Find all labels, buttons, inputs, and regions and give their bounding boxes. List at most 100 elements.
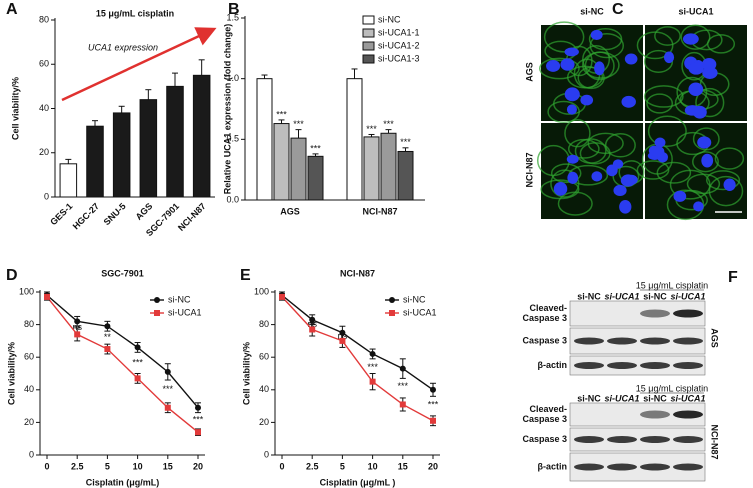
nucleus — [688, 62, 704, 75]
series-line — [46, 296, 199, 433]
nucleus — [613, 184, 627, 197]
nucleus — [657, 152, 668, 163]
point — [195, 404, 201, 411]
x-tick-label: NCI-N87 — [362, 206, 397, 216]
point — [309, 316, 316, 323]
band — [640, 309, 670, 318]
row-label: Cleaved- — [529, 303, 567, 313]
cytoplasm — [636, 160, 670, 180]
nucleus — [624, 53, 638, 65]
nucleus — [682, 33, 699, 45]
row-label: NCI-N87 — [524, 152, 534, 187]
x-tick-label: 5 — [105, 461, 110, 471]
significance-label: *** — [193, 414, 204, 424]
nucleus — [553, 182, 568, 196]
band — [673, 337, 703, 345]
x-tick-label: 2.5 — [71, 461, 84, 471]
y-tick-label: 80 — [24, 319, 34, 329]
y-tick-label: 20 — [39, 147, 49, 157]
row-label: Caspase 3 — [522, 414, 567, 424]
bar — [192, 74, 211, 198]
cytoplasm — [708, 175, 744, 207]
cytoplasm — [564, 119, 591, 148]
blot-strip — [569, 355, 706, 376]
point — [164, 368, 171, 375]
nucleus — [564, 47, 579, 57]
point — [399, 401, 406, 408]
point — [134, 375, 141, 382]
legend-swatch — [362, 41, 375, 51]
lane-label: si-NC — [643, 393, 667, 403]
panel-letter: D — [6, 267, 18, 284]
legend-swatch — [362, 15, 375, 25]
legend-label: si-UCA1-3 — [378, 53, 420, 63]
x-axis-label: Cisplatin (μg/mL) — [86, 477, 160, 487]
point — [104, 346, 111, 353]
band — [574, 362, 604, 369]
nucleus — [612, 159, 624, 169]
nucleus — [591, 171, 603, 182]
legend-label: si-NC — [168, 294, 191, 304]
y-tick-label: 60 — [39, 59, 49, 69]
cytoplasm — [695, 87, 725, 118]
cytoplasm — [582, 51, 620, 79]
y-tick-label: 1.5 — [226, 12, 239, 22]
nucleus — [590, 29, 603, 41]
legend-label: si-UCA1 — [403, 307, 437, 317]
panel-letter: E — [240, 267, 251, 284]
significance-label: ns — [72, 322, 82, 332]
bar — [139, 99, 158, 198]
nucleus — [580, 94, 594, 106]
legend-label: si-UCA1-2 — [378, 40, 420, 50]
row-label: β-actin — [538, 461, 568, 471]
panel-letter: B — [228, 1, 240, 18]
series-line — [281, 294, 434, 391]
lane-label: si-NC — [577, 393, 601, 403]
significance-label: *** — [276, 109, 287, 119]
cytoplasm — [543, 21, 585, 53]
band — [673, 309, 703, 318]
row-label: Caspase 3 — [522, 434, 567, 444]
row-label: AGS — [524, 62, 534, 82]
bar — [273, 123, 290, 201]
x-tick-label: AGS — [280, 206, 300, 216]
point — [430, 386, 436, 393]
point — [164, 404, 171, 411]
nucleus — [546, 60, 561, 72]
band — [640, 337, 670, 345]
point — [74, 318, 81, 325]
bar — [112, 112, 131, 198]
x-tick-label: AGS — [134, 201, 155, 222]
y-tick-label: 20 — [24, 417, 34, 427]
y-tick-label: 40 — [39, 103, 49, 113]
row-label: β-actin — [538, 360, 568, 370]
x-tick-label: 10 — [368, 461, 378, 471]
point — [44, 293, 50, 300]
series-line — [281, 296, 434, 422]
cytoplasm — [646, 93, 674, 114]
significance-label: *** — [400, 137, 411, 147]
band — [607, 436, 637, 443]
nucleus — [560, 58, 575, 71]
band — [640, 362, 670, 369]
cytoplasm — [692, 127, 720, 151]
band — [607, 463, 637, 471]
y-tick-label: 0.5 — [226, 134, 239, 144]
band — [673, 436, 703, 443]
significance-label: *** — [383, 119, 394, 129]
nucleus — [566, 104, 577, 115]
bar — [59, 163, 78, 198]
band — [673, 463, 703, 471]
column-label: si-NC — [580, 6, 604, 16]
blot-strip — [569, 427, 706, 452]
series-line — [46, 294, 199, 409]
x-tick-label: 5 — [340, 461, 345, 471]
y-tick-label: 40 — [24, 384, 34, 394]
cytoplasm — [643, 85, 684, 108]
annotation: UCA1 expression — [88, 42, 158, 52]
y-tick-label: 100 — [19, 286, 34, 296]
significance-label: *** — [428, 400, 439, 410]
cell-line-label: AGS — [710, 328, 720, 348]
y-tick-label: 0 — [29, 449, 34, 459]
